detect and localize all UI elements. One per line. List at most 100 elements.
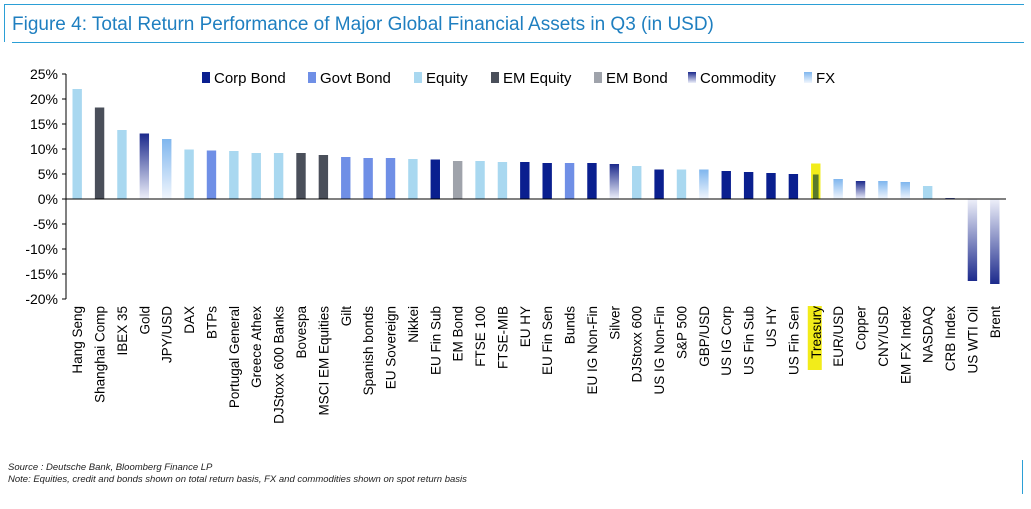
bar-spanish-bonds <box>363 158 373 199</box>
legend-label: Commodity <box>700 70 776 87</box>
bar-dax <box>184 149 194 199</box>
bar-eu-ig-non-fin <box>587 163 597 199</box>
x-tick-label: EM Bond <box>451 306 466 362</box>
bar-portugal-general <box>229 151 239 199</box>
x-tick-label: S&P 500 <box>674 306 689 359</box>
x-tick-label: GBP/USD <box>697 306 712 367</box>
x-tick-label: IBEX 35 <box>115 306 130 356</box>
x-tick-label: EM FX Index <box>898 306 913 384</box>
bar-gilt <box>341 157 351 199</box>
legend-swatch-govt-bond <box>308 72 316 83</box>
figure-frame-right <box>1022 460 1023 494</box>
source-note: Source : Deutsche Bank, Bloomberg Financ… <box>8 462 213 473</box>
bar-eur-usd <box>833 179 843 199</box>
x-tick-label: DJStoxx 600 Banks <box>272 306 287 424</box>
legend-swatch-commodity <box>688 72 696 83</box>
x-tick-label: EU HY <box>518 306 533 347</box>
chart-title: Figure 4: Total Return Performance of Ma… <box>12 14 714 35</box>
x-tick-label: US IG Non-Fin <box>652 306 667 395</box>
x-tick-label: DJStoxx 600 <box>630 306 645 383</box>
bar-greece-athex <box>251 153 261 199</box>
bar-us-fin-sub <box>743 172 754 199</box>
bar-gbp-usd <box>699 169 709 199</box>
legend-swatch-em-equity <box>491 72 499 83</box>
bar-jpy-usd <box>162 139 172 199</box>
bar-eu-fin-sen <box>542 163 552 199</box>
x-tick-label: Bovespa <box>294 306 309 359</box>
x-tick-label: Portugal General <box>227 306 242 408</box>
legend-label: Equity <box>426 70 468 87</box>
x-tick-label: BTPs <box>204 306 219 339</box>
x-tick-label: EU Fin Sen <box>540 306 555 375</box>
y-tick-label: 5% <box>38 166 58 182</box>
y-tick-label: 25% <box>30 66 58 82</box>
bar-msci-em-equities <box>318 155 329 199</box>
bar-em-bond <box>452 161 463 199</box>
x-tick-label: Spanish bonds <box>361 306 376 396</box>
x-tick-label: US IG Corp <box>719 306 734 376</box>
x-tick-label: EUR/USD <box>831 306 846 367</box>
y-tick-label: 0% <box>38 191 58 207</box>
bar-us-fin-sen <box>788 174 799 199</box>
legend-swatch-corp-bond <box>202 72 210 83</box>
bar-bovespa <box>296 153 306 199</box>
x-tick-label: US WTI Oil <box>965 306 980 374</box>
x-tick-label: US Fin Sen <box>786 306 801 375</box>
bar-djstoxx-600-banks <box>273 153 284 199</box>
bar-cny-usd <box>878 181 888 199</box>
methodology-note: Note: Equities, credit and bonds shown o… <box>8 474 467 485</box>
bar-bunds <box>564 163 575 199</box>
x-tick-label: Shanghai Comp <box>93 306 108 403</box>
x-tick-label: Treasury <box>809 306 824 359</box>
x-tick-label: EU IG Non-Fin <box>585 306 600 395</box>
x-tick-label: Hang Seng <box>70 306 85 374</box>
y-tick-label: -20% <box>25 291 58 307</box>
bar-djstoxx-600 <box>632 166 642 199</box>
x-tick-label: US HY <box>764 306 779 347</box>
bar-us-ig-non-fin <box>654 169 664 199</box>
x-tick-label: FTSE 100 <box>473 306 488 367</box>
y-tick-label: 20% <box>30 91 58 107</box>
x-tick-label: EU Fin Sub <box>428 306 443 375</box>
bar-ibex-35 <box>117 130 127 199</box>
bar-nikkei <box>408 159 418 199</box>
y-tick-label: 15% <box>30 116 58 132</box>
bar-us-wti-oil <box>967 199 978 281</box>
x-tick-label: US Fin Sub <box>742 306 757 375</box>
bar-silver <box>609 164 620 199</box>
title-divider <box>12 42 1024 43</box>
legend-swatch-equity <box>414 72 422 83</box>
x-tick-label: Gilt <box>339 306 354 326</box>
x-tick-label: Bunds <box>563 306 578 345</box>
bar-gold <box>139 133 150 199</box>
y-tick-label: -15% <box>25 266 58 282</box>
x-tick-label: CNY/USD <box>876 306 891 367</box>
bar-shanghai-comp <box>94 107 105 199</box>
y-tick-label: -5% <box>33 216 58 232</box>
legend-swatch-fx <box>804 72 812 83</box>
x-tick-label: CRB Index <box>943 306 958 372</box>
x-tick-label: Brent <box>988 306 1003 339</box>
bar-us-hy <box>766 173 776 199</box>
x-tick-label: DAX <box>182 306 197 334</box>
x-tick-label: Gold <box>137 306 152 335</box>
x-tick-label: FTSE-MIB <box>495 306 510 369</box>
highlight-label-bg <box>807 306 822 370</box>
bar-hang-seng <box>72 89 82 199</box>
x-tick-label: Silver <box>607 306 622 340</box>
legend-label: EM Bond <box>606 70 668 87</box>
legend-label: Corp Bond <box>214 70 286 87</box>
footnotes: Source : Deutsche Bank, Bloomberg Financ… <box>8 462 467 486</box>
legend-label: Govt Bond <box>320 70 391 87</box>
bar-btps <box>206 150 217 199</box>
bar-eu-sovereign <box>385 158 396 199</box>
bar-em-fx-index <box>900 182 910 199</box>
figure-frame-left <box>4 4 5 42</box>
bar-eu-hy <box>520 162 530 199</box>
bar-chart: -20% -15% -10% -5% 0% 5% 10% 15% 20% 25% Hang Seng… <box>25 66 1006 424</box>
x-tick-label: JPY/USD <box>160 306 175 363</box>
x-tick-label: EU Sovereign <box>384 306 399 389</box>
x-tick-label: Nikkei <box>406 306 421 343</box>
x-tick-label: Greece Athex <box>249 306 264 388</box>
bar-brent <box>990 199 1000 284</box>
